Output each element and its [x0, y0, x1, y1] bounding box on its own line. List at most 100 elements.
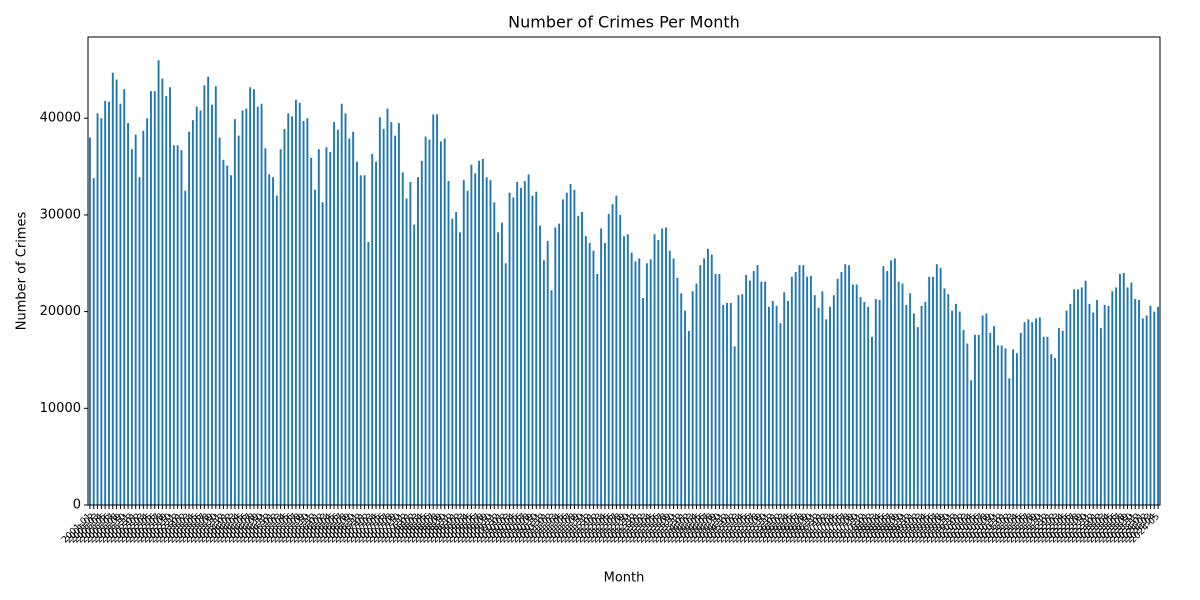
bar — [390, 122, 393, 505]
bar — [893, 258, 896, 505]
bar — [1015, 353, 1018, 505]
bar — [1069, 303, 1072, 505]
bar — [169, 87, 171, 505]
bar — [764, 281, 767, 505]
bar — [821, 291, 824, 505]
bar — [1038, 317, 1041, 505]
bar — [779, 323, 782, 505]
bar — [798, 265, 801, 505]
bar — [935, 264, 938, 505]
bar — [481, 158, 484, 505]
bar — [649, 259, 652, 505]
bar — [401, 172, 404, 506]
bar — [756, 265, 759, 505]
bar — [321, 202, 324, 505]
bar — [119, 103, 122, 506]
bar — [554, 227, 557, 505]
bar — [871, 336, 873, 505]
bar — [96, 113, 99, 505]
bar — [638, 258, 641, 505]
bar — [394, 135, 397, 505]
bar — [726, 302, 728, 505]
bar — [706, 248, 709, 506]
bar — [333, 122, 336, 505]
bar — [359, 175, 362, 506]
bar — [859, 297, 862, 505]
bar — [203, 85, 206, 505]
bar — [291, 116, 294, 506]
bar — [542, 260, 545, 505]
bar — [108, 101, 110, 505]
bar — [722, 304, 725, 505]
bar — [867, 306, 870, 505]
bar — [191, 120, 194, 505]
bar — [741, 294, 744, 505]
bar — [546, 241, 549, 506]
bar — [1111, 291, 1114, 505]
bar — [88, 137, 91, 505]
bar — [878, 300, 881, 505]
bar — [668, 250, 671, 505]
bar — [504, 263, 507, 505]
y-tick-label: 10000 — [40, 401, 81, 416]
bar — [180, 150, 183, 505]
bar — [729, 302, 732, 505]
bar — [1046, 336, 1049, 505]
bar — [596, 273, 599, 505]
bar — [855, 284, 858, 505]
y-tick-label: 30000 — [40, 207, 81, 222]
bar — [775, 305, 778, 505]
bar — [790, 276, 793, 505]
bar — [367, 241, 370, 505]
bar — [314, 189, 316, 505]
bar — [771, 300, 774, 505]
bar — [1004, 348, 1007, 505]
bar — [974, 334, 976, 505]
bar — [657, 240, 660, 505]
bar — [1149, 305, 1152, 505]
bar — [825, 319, 828, 505]
bar — [665, 227, 667, 505]
bar — [558, 223, 561, 506]
bar — [840, 271, 843, 505]
bar — [745, 274, 748, 505]
bar — [817, 307, 820, 505]
bar — [718, 273, 721, 505]
bar — [127, 123, 130, 505]
bar — [603, 242, 606, 505]
bar — [245, 108, 248, 506]
bar — [695, 283, 698, 505]
bar — [802, 265, 805, 505]
bar — [550, 290, 553, 505]
bar — [1115, 287, 1118, 505]
bar — [562, 199, 564, 505]
bar — [1065, 310, 1068, 505]
bar — [115, 79, 118, 505]
bar — [161, 78, 164, 505]
bar — [710, 254, 713, 505]
bar — [100, 118, 103, 505]
bar — [340, 103, 343, 506]
bar — [279, 149, 282, 505]
bar — [619, 214, 622, 505]
bar — [588, 242, 591, 505]
bar — [146, 118, 149, 505]
bar — [451, 218, 454, 505]
bar — [92, 178, 95, 505]
bar — [462, 180, 465, 506]
bar — [890, 260, 892, 505]
bar — [752, 271, 755, 505]
bar — [1077, 289, 1079, 505]
bar — [993, 326, 996, 505]
bar — [302, 121, 305, 506]
bar — [470, 164, 473, 506]
bar — [672, 258, 675, 505]
bar — [344, 113, 347, 505]
bar — [565, 192, 568, 506]
bar — [977, 334, 980, 505]
bar — [684, 310, 686, 505]
bar — [897, 281, 900, 505]
bar — [577, 215, 580, 506]
bar — [268, 174, 271, 505]
bar — [989, 332, 992, 505]
